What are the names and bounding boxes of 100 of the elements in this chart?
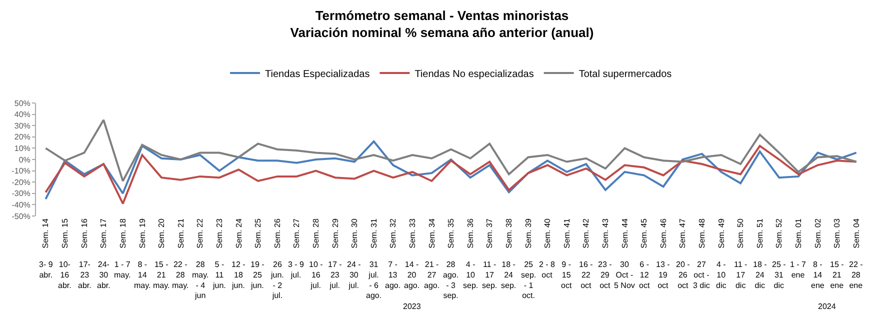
x-tick-label: Sem. 26 [272, 218, 282, 248]
x-tick-label: Sem. 40 [543, 218, 552, 248]
x-tick-label: Sem. 04 [852, 218, 861, 248]
text: 15 - 21 may. [153, 260, 170, 290]
text: 11 - 17 dic [734, 260, 748, 290]
x-tick-label: Sem. 18 [118, 218, 128, 248]
x-tick-label: Sem. 37 [485, 218, 494, 248]
y-tick-label: -50% [12, 212, 30, 221]
x-tick-label: Sem. 30 [350, 218, 360, 248]
x-tick-label: Sem. 34 [427, 218, 436, 248]
text: 22 - 28 may. [172, 260, 189, 290]
chart-subtitle: Variación nominal % semana año anterior (anual) [290, 24, 594, 40]
x-tick-label: Sem. 02 [813, 218, 822, 248]
x-tick-label: Sem. 24 [234, 218, 244, 248]
y-tick-label: -20% [12, 178, 30, 187]
text: 25 sep. - 1 oct. [521, 260, 536, 300]
text: 28 ago. - 3 sep. [443, 260, 459, 300]
text: 24- 30 abr. [97, 260, 110, 290]
text: 31 jul. - 6 ago. [366, 260, 382, 300]
text: 8 - 14 may. [134, 260, 151, 290]
x-tick-label: Sem. 50 [736, 218, 746, 248]
x-tick-label: Sem. 14 [41, 218, 50, 248]
text: 15 - 21 ene [830, 260, 844, 290]
y-tick-label: 10% [14, 144, 30, 153]
text: 3- 9 abr. [39, 260, 54, 280]
x-tick-label: Sem. 39 [524, 218, 533, 248]
text: 28 may. - 4 jun [192, 260, 209, 300]
y-tick-label: 50% [14, 98, 30, 108]
y-tick-label: -30% [12, 189, 30, 198]
x-tick-label: Sem. 48 [698, 218, 707, 248]
text: 12 - 18 jun. [231, 260, 246, 290]
text: 30 Oct - 5 Nov [614, 260, 635, 290]
x-tick-label: Sem. 22 [196, 218, 205, 248]
text: 2 - 8 oct [539, 260, 556, 280]
text: 1 - 7 ene [790, 260, 807, 280]
y-tick-label: 30% [14, 121, 30, 130]
text: 18 - 24 dic [753, 260, 768, 290]
x-tick-label: Sem. 43 [601, 218, 610, 248]
y-tick-label: 0% [18, 155, 30, 164]
text: 14 - 20 ago. [404, 260, 420, 290]
x-tick-label: Sem. 36 [466, 218, 475, 248]
x-tick-label: Sem. 20 [157, 218, 166, 248]
legend-label: Tiendas Especializadas [265, 68, 370, 80]
x-tick-label: Sem. 45 [640, 218, 649, 248]
text: 21 - 27 ago. [424, 260, 440, 290]
legend-label: Total supermercados [578, 68, 672, 80]
text: 27 oct - 3 dic [693, 260, 710, 290]
text: 17- 23 abr. [78, 260, 92, 290]
text: 7 - 13 ago. [385, 260, 401, 290]
y-tick-label: -10% [12, 166, 30, 176]
line-series [44, 118, 858, 182]
legend-label: Tiendas No especializadas [414, 68, 534, 80]
text: 23 - 29 oct [598, 260, 612, 290]
text: 10- 16 abr. [58, 260, 72, 290]
text: 13 - 19 oct [656, 260, 670, 290]
text: 18 - 24 sep. [501, 260, 516, 290]
text: 5 - 11 jun. [212, 260, 226, 290]
text: 2023 [403, 302, 422, 311]
x-tick-label: Sem. 41 [562, 218, 572, 248]
x-tick-label: Sem. 21 [176, 218, 186, 248]
text: 24 - 30 jul. [347, 260, 362, 290]
text: 20 - 26 oct [676, 260, 690, 290]
text: 3 - 9 jul. [288, 260, 305, 280]
text: 25 - 31 dic [772, 260, 786, 290]
x-tick-label: Sem. 28 [311, 218, 320, 248]
x-tick-label: Sem. 16 [80, 218, 89, 248]
text: 4 - 10 sep. [463, 260, 478, 290]
x-tick-label: Sem. 32 [388, 218, 398, 248]
text: 10 - 16 jul. [309, 260, 324, 290]
text: 16 - 22 oct [579, 260, 594, 290]
x-tick-label: Sem. 52 [774, 218, 784, 248]
x-tick-label: Sem. 33 [408, 218, 417, 248]
x-tick-label: Sem. 17 [99, 218, 108, 248]
text: 26 jun. - 2 jul. [270, 260, 284, 300]
x-tick-label: Sem. 27 [292, 218, 302, 248]
x-tick-label: Sem. 38 [504, 218, 514, 248]
y-tick-label: 40% [14, 110, 30, 120]
x-tick-label: Sem. 31 [369, 218, 378, 248]
x-tick-label: Sem. 42 [582, 218, 591, 248]
x-tick-label: Sem. 03 [832, 218, 842, 248]
x-tick-label: Sem. 49 [716, 218, 726, 248]
x-tick-label: Sem. 47 [678, 218, 688, 248]
y-tick-label: 20% [14, 132, 30, 142]
text: 17 - 23 jul. [328, 260, 342, 290]
x-tick-label: Sem. 01 [794, 218, 804, 248]
text: 8 - 14 ene [811, 260, 825, 290]
text: 22 - 28 ene [849, 260, 864, 290]
chart-title: Termómetro semanal - Ventas minoristas [315, 8, 569, 23]
x-tick-label: Sem. 25 [254, 218, 263, 248]
x-tick-label: Sem. 15 [60, 218, 70, 248]
text: 6 - 12 oct [639, 260, 650, 290]
text: 11 - 17 sep. [482, 260, 498, 290]
x-tick-label: Sem. 44 [620, 218, 630, 248]
text: 1 - 7 may. [114, 260, 131, 280]
text: 4 - 10 dic [716, 260, 726, 290]
y-tick-label: -40% [12, 200, 30, 210]
x-tick-label: Sem. 51 [755, 218, 764, 248]
text: 2024 [818, 302, 836, 311]
x-tick-label: Sem. 46 [658, 218, 668, 248]
x-tick-label: Sem. 23 [214, 218, 224, 248]
